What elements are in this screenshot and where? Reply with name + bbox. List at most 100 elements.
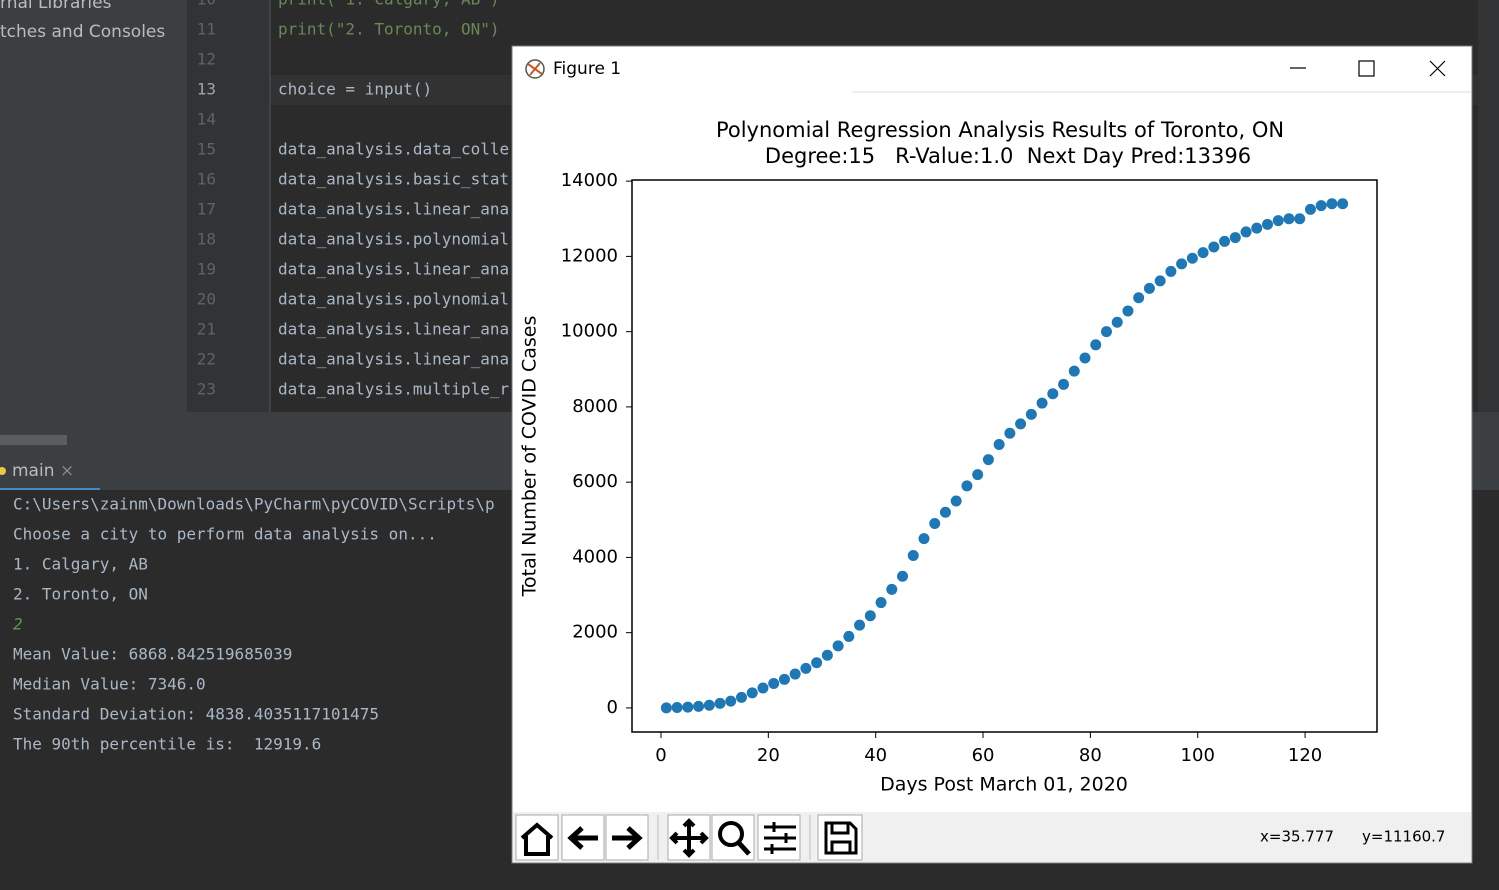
x-tick-label: 60: [972, 745, 995, 766]
y-tick-label: 10000: [561, 321, 618, 342]
console-line: 2. Toronto, ON: [13, 585, 148, 604]
scatter-point: [1122, 305, 1134, 317]
run-tab-close[interactable]: ×: [60, 461, 74, 481]
project-item: tches and Consoles: [0, 22, 165, 42]
home-icon: [520, 822, 554, 856]
scatter-point: [897, 570, 909, 582]
scatter-point: [703, 699, 715, 711]
editor-scroll-strip: [1478, 0, 1499, 412]
scatter-point: [682, 701, 694, 713]
scatter-point: [1304, 203, 1316, 215]
code-line: data_analysis.linear_ana: [278, 200, 509, 219]
configure-icon: [764, 822, 796, 854]
scatter-point: [1272, 215, 1284, 227]
scatter-point: [1004, 427, 1016, 439]
run-tab-label[interactable]: main: [12, 461, 54, 481]
scatter-point: [1294, 213, 1306, 225]
scatter-point: [1165, 265, 1177, 277]
ide-text: rnal Libraries tches and Consoles 10 11 12 13…: [0, 0, 510, 754]
toolbar-buttons: [515, 814, 863, 861]
line-number: 12: [197, 50, 216, 69]
scatter-point: [1337, 198, 1349, 210]
code-line: data_analysis.linear_ana: [278, 350, 509, 369]
run-icon: [0, 467, 6, 475]
scatter-point: [982, 454, 994, 466]
forward-icon: [612, 826, 643, 850]
scatter-point: [1251, 222, 1263, 234]
code-line: data_analysis.basic_stat: [278, 170, 509, 189]
scatter-point: [1079, 352, 1091, 364]
scatter-point: [875, 597, 887, 609]
x-tick-label: 80: [1079, 745, 1102, 766]
y-tick-label: 12000: [561, 245, 618, 266]
save-icon: [824, 821, 858, 855]
code-line: choice = input(): [278, 80, 432, 99]
scatter-point: [886, 583, 898, 595]
scatter-point: [864, 610, 876, 622]
y-tick-label: 8000: [572, 396, 618, 417]
console-line: Choose a city to perform data analysis o…: [13, 525, 437, 544]
y-tick-label: 2000: [572, 622, 618, 643]
line-number: 22: [197, 350, 216, 369]
y-tick-label: 4000: [572, 546, 618, 567]
scrollbar[interactable]: [0, 435, 67, 445]
scatter-point: [800, 662, 812, 674]
x-axis-label: Days Post March 01, 2020: [880, 774, 1128, 796]
y-tick-label: 6000: [572, 471, 618, 492]
code-line: data_analysis.linear_ana: [278, 320, 509, 339]
scatter-point: [1154, 275, 1166, 287]
line-number: 10: [197, 0, 216, 9]
scatter-point: [832, 640, 844, 652]
console-line: 2: [13, 615, 23, 634]
scatter-point: [1036, 397, 1048, 409]
figure-window: Figure 1 x=35.777 y=11160.7: [511, 45, 1473, 864]
y-tick-label: 14000: [561, 170, 618, 191]
back-icon: [567, 826, 598, 850]
scatter-point: [950, 495, 962, 507]
scatter-point: [735, 691, 747, 703]
maximize-button[interactable]: [1358, 60, 1375, 77]
line-number: 19: [197, 260, 216, 279]
console-line: The 90th percentile is: 12919.6: [13, 735, 321, 754]
close-button[interactable]: [1429, 60, 1446, 77]
y-tick-label: 0: [607, 697, 618, 718]
window-title: Figure 1: [553, 59, 621, 79]
window-frame: [511, 45, 1473, 864]
scatter-point: [768, 677, 780, 689]
x-tick-label: 120: [1288, 745, 1322, 766]
window-icon-mark: [527, 62, 543, 76]
scatter-point: [1058, 378, 1070, 390]
line-number: 20: [197, 290, 216, 309]
scatter-point: [671, 702, 683, 714]
scatter-point: [1111, 316, 1123, 328]
scatter-point: [1143, 282, 1155, 294]
console-line: Median Value: 7346.0: [13, 675, 206, 694]
scatter-point: [1315, 200, 1327, 212]
line-number: 13: [197, 80, 216, 99]
status-x: x=35.777: [1260, 828, 1334, 846]
x-tick-label: 100: [1181, 745, 1215, 766]
scatter-point: [1186, 252, 1198, 264]
scatter-point: [811, 657, 823, 669]
zoom-handle: [737, 841, 751, 856]
scatter-point: [1047, 388, 1059, 400]
code-line: print("1. Calgary, AB"): [278, 0, 500, 9]
scatter-point: [725, 695, 737, 707]
scatter-point: [1262, 218, 1274, 230]
line-number: 14: [197, 110, 216, 129]
scatter-point: [660, 702, 672, 714]
scatter-point: [746, 687, 758, 699]
scatter-point: [1197, 247, 1209, 259]
scatter-point: [1100, 326, 1112, 338]
scatter-point: [918, 533, 930, 545]
chart: Polynomial Regression Analysis Results o…: [519, 118, 1378, 796]
scatter-point: [693, 700, 705, 712]
line-number: 17: [197, 200, 216, 219]
line-number: 18: [197, 230, 216, 249]
scatter-point: [1283, 213, 1295, 225]
scatter-point: [1208, 241, 1220, 253]
scatter-point: [972, 469, 984, 481]
scatter-point: [757, 682, 769, 694]
scatter-point: [1025, 408, 1037, 420]
scatter-point: [1015, 418, 1027, 430]
